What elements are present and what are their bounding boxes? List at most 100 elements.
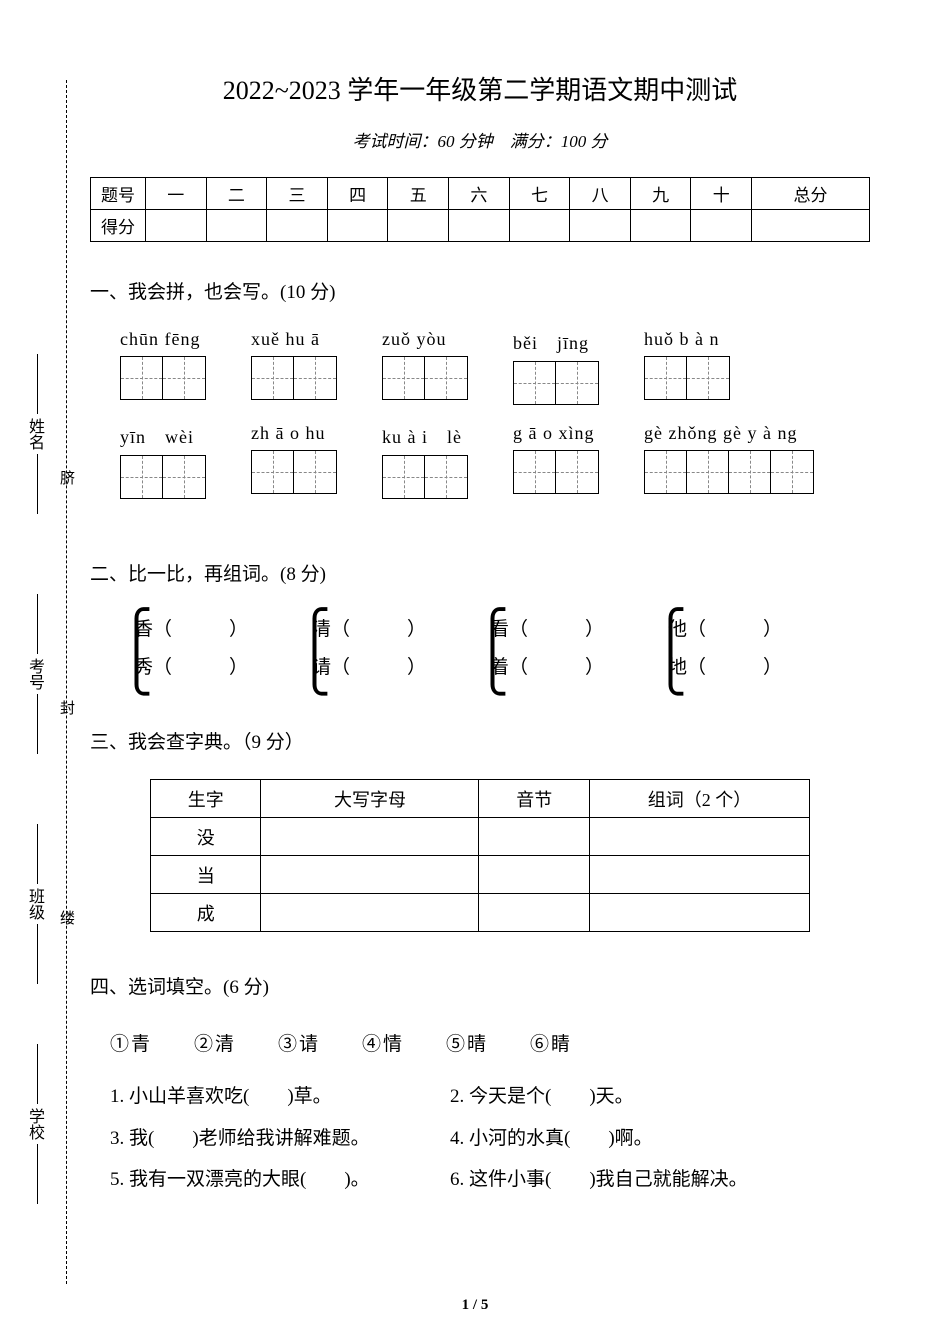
sec1-head: 一、我会拼，也会写。(10 分)	[90, 277, 870, 304]
tzg-cell	[556, 362, 598, 404]
score-cell	[630, 210, 691, 242]
dict-th: 音节	[479, 780, 590, 818]
dict-cell	[261, 856, 479, 894]
brace-icon: ⎧ ⎩	[298, 615, 331, 690]
dict-row: 当	[151, 856, 810, 894]
score-cell	[752, 210, 870, 242]
pinyin-item: zh ā o hu	[251, 423, 337, 494]
score-table: 题号一二三四五六七八九十总分 得分	[90, 177, 870, 242]
tzg-cell	[383, 456, 425, 498]
page-subtitle: 考试时间：60 分钟 满分：100 分	[90, 127, 870, 152]
fill-right: 6. 这件小事( )我自己就能解决。	[450, 1159, 748, 1201]
tzg-cell	[383, 357, 425, 399]
pair-group: ⎧ ⎩清（ ）请（ ）	[298, 611, 426, 687]
pinyin-item: ku à i lè	[382, 423, 468, 499]
tianzige	[251, 450, 337, 494]
score-cell: 五	[388, 178, 449, 210]
fill-row: 5. 我有一双漂亮的大眼( )。6. 这件小事( )我自己就能解决。	[110, 1159, 870, 1201]
pinyin-label: zuǒ yòu	[382, 329, 468, 350]
brace-icon: ⎧ ⎩	[476, 615, 509, 690]
tzg-cell	[252, 451, 294, 493]
pinyin-row: yīn wèi zh ā o hu ku à i lè g ā o xìng gè zh…	[120, 423, 870, 499]
dict-header: 生字大写字母音节组词（2 个）	[151, 780, 810, 818]
tzg-cell	[252, 357, 294, 399]
tzg-cell	[163, 456, 205, 498]
pinyin-label: huǒ b à n	[644, 329, 730, 350]
brace-icon: ⎧ ⎩	[654, 615, 687, 690]
tzg-cell	[121, 357, 163, 399]
tianzige	[644, 450, 814, 494]
tianzige	[120, 356, 206, 400]
tzg-cell	[771, 451, 813, 493]
score-cell: 得分	[91, 210, 146, 242]
tianzige	[382, 455, 468, 499]
dict-th: 生字	[151, 780, 261, 818]
dict-th: 组词（2 个）	[590, 780, 810, 818]
score-value-row: 得分	[91, 210, 870, 242]
fill-left: 5. 我有一双漂亮的大眼( )。	[110, 1159, 450, 1201]
score-cell	[206, 210, 267, 242]
binding-mark: 脐	[56, 470, 77, 495]
binding-mark: 封	[56, 700, 77, 725]
tianzige	[251, 356, 337, 400]
binding-label: 姓名	[22, 350, 46, 518]
score-cell: 总分	[752, 178, 870, 210]
dict-cell	[479, 856, 590, 894]
tianzige	[120, 455, 206, 499]
pinyin-label: zh ā o hu	[251, 423, 337, 444]
tianzige	[513, 361, 599, 405]
pinyin-label: chūn fēng	[120, 329, 206, 350]
tzg-cell	[425, 456, 467, 498]
sec4-choices: ①青 ②清 ③请 ④情 ⑤晴 ⑥睛	[110, 1024, 870, 1066]
pinyin-label: yīn wèi	[120, 423, 206, 449]
pinyin-item: zuǒ yòu	[382, 329, 468, 400]
tzg-cell	[514, 451, 556, 493]
score-cell: 四	[327, 178, 388, 210]
score-cell: 二	[206, 178, 267, 210]
page-number: 1 / 5	[0, 1297, 950, 1314]
pinyin-item: gè zhǒng gè y à ng	[644, 423, 814, 494]
dict-row: 没	[151, 818, 810, 856]
pinyin-row: chūn fēng xuě hu ā zuǒ yòu běi jīng huǒ b à …	[120, 329, 870, 405]
tzg-cell	[163, 357, 205, 399]
pinyin-item: yīn wèi	[120, 423, 206, 499]
fill-row: 1. 小山羊喜欢吃( )草。2. 今天是个( )天。	[110, 1076, 870, 1118]
score-cell: 七	[509, 178, 570, 210]
pair-group: ⎧ ⎩香（ ）秀（ ）	[120, 611, 248, 687]
tzg-cell	[514, 362, 556, 404]
pinyin-label: běi jīng	[513, 329, 599, 355]
pinyin-item: huǒ b à n	[644, 329, 730, 400]
score-cell: 一	[146, 178, 207, 210]
tzg-cell	[294, 357, 336, 399]
dict-cell	[261, 894, 479, 932]
dict-cell	[261, 818, 479, 856]
tzg-cell	[425, 357, 467, 399]
pinyin-item: běi jīng	[513, 329, 599, 405]
exam-page: 2022~2023 学年一年级第二学期语文期中测试 考试时间：60 分钟 满分：…	[90, 70, 870, 1201]
pinyin-label: ku à i lè	[382, 423, 468, 449]
dict-cell	[479, 818, 590, 856]
pair-group: ⎧ ⎩他（ ）地（ ）	[654, 611, 782, 687]
dict-cell: 成	[151, 894, 261, 932]
tianzige	[382, 356, 468, 400]
pinyin-label: g ā o xìng	[513, 423, 599, 444]
pinyin-item: g ā o xìng	[513, 423, 599, 494]
binding-dash-line	[66, 80, 67, 1284]
pair-group: ⎧ ⎩看（ ）着（ ）	[476, 611, 604, 687]
pinyin-label: xuě hu ā	[251, 329, 337, 350]
binding-margin: 姓名考号班级学校脐封缕	[18, 80, 78, 1284]
sec3: 三、我会查字典。（9 分） 生字大写字母音节组词（2 个）没当成	[90, 727, 870, 932]
binding-label: 班级	[22, 820, 46, 988]
score-header-row: 题号一二三四五六七八九十总分	[91, 178, 870, 210]
dict-cell: 没	[151, 818, 261, 856]
score-cell	[327, 210, 388, 242]
sec2-head: 二、比一比，再组词。(8 分)	[90, 559, 870, 586]
pinyin-item: chūn fēng	[120, 329, 206, 400]
dict-table: 生字大写字母音节组词（2 个）没当成	[150, 779, 810, 932]
score-cell	[691, 210, 752, 242]
dict-cell	[590, 894, 810, 932]
brace-icon: ⎧ ⎩	[120, 615, 153, 690]
sec1-grid: chūn fēng xuě hu ā zuǒ yòu běi jīng huǒ b à …	[90, 329, 870, 499]
score-cell: 六	[449, 178, 510, 210]
dict-th: 大写字母	[261, 780, 479, 818]
